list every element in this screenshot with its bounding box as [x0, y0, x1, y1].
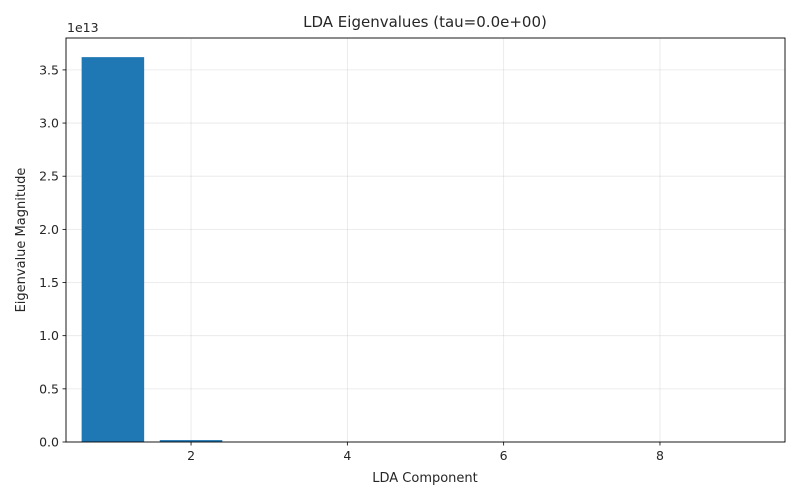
y-tick-label: 0.5 [39, 381, 59, 396]
x-tick-label: 8 [656, 448, 664, 463]
y-tick-label: 3.0 [39, 116, 59, 131]
x-axis-title: LDA Component [372, 471, 478, 486]
x-tick-label: 6 [500, 448, 508, 463]
y-axis-title: Eigenvalue Magnitude [14, 168, 29, 313]
bar-component-1 [81, 57, 145, 442]
bar-component-2 [159, 440, 223, 442]
y-tick-label: 2.5 [39, 169, 59, 184]
y-tick-label: 1.0 [39, 328, 59, 343]
x-tick-label: 2 [187, 448, 195, 463]
bars [81, 57, 223, 442]
gridlines [66, 38, 785, 443]
chart-title: LDA Eigenvalues (tau=0.0e+00) [303, 13, 547, 31]
y-tick-label: 2.0 [39, 222, 59, 237]
plot-frame [65, 37, 786, 443]
x-tick-label: 4 [343, 448, 351, 463]
y-axis-offset-label: 1e13 [67, 20, 99, 35]
x-axis-ticks: 2 4 6 8 [187, 442, 664, 463]
y-axis-ticks: 0.0 0.5 1.0 1.5 2.0 2.5 3.0 3.5 [39, 62, 66, 450]
y-tick-label: 1.5 [39, 275, 59, 290]
y-tick-label: 3.5 [39, 62, 59, 77]
y-tick-label: 0.0 [39, 435, 59, 450]
